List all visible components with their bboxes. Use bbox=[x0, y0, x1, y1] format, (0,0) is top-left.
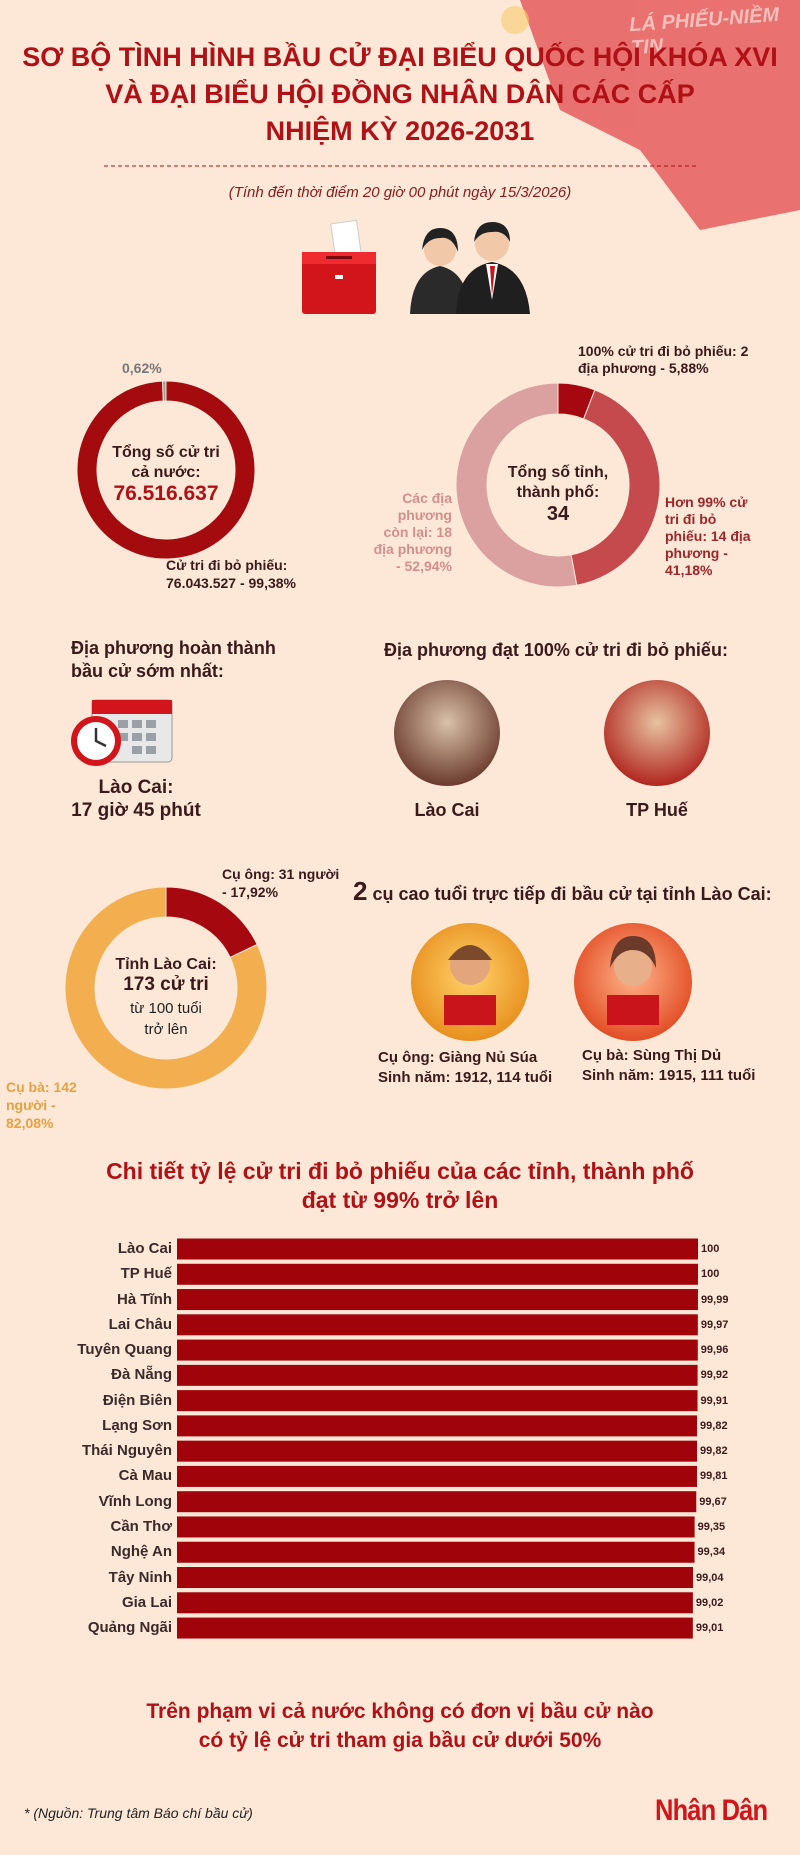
donut-label: 100% cử tri đi bỏ phiếu: 2 địa phương - … bbox=[578, 343, 749, 376]
bar-chart-title: Chi tiết tỷ lệ cử tri đi bỏ phiếu của cá… bbox=[106, 1158, 694, 1184]
value-label: 99,82 bbox=[700, 1419, 728, 1432]
donut-label: Hơn 99% cử tri đi bỏ phiếu: 14 địa phươn… bbox=[665, 494, 751, 578]
category-label: Lạng Sơn bbox=[102, 1416, 172, 1434]
bar bbox=[177, 1238, 698, 1260]
category-label: Tây Ninh bbox=[108, 1568, 172, 1586]
donut-center-label: Tổng số tỉnh, thành phố: bbox=[507, 464, 609, 501]
category-label: Vĩnh Long bbox=[98, 1492, 172, 1510]
bar bbox=[177, 1592, 693, 1614]
conclusion-line: có tỷ lệ cử tri tham gia bầu cử dưới 50% bbox=[198, 1729, 602, 1752]
bar bbox=[177, 1491, 697, 1513]
bar bbox=[177, 1567, 693, 1589]
bar bbox=[177, 1541, 695, 1563]
donut-segment bbox=[455, 382, 578, 588]
bar bbox=[177, 1415, 698, 1437]
elder-woman-illustration bbox=[574, 923, 692, 1041]
value-label: 99,04 bbox=[695, 1571, 724, 1584]
value-label: 99,99 bbox=[700, 1293, 729, 1306]
donut-center-value: 76.516.637 bbox=[113, 482, 219, 505]
donut-segment bbox=[64, 886, 268, 1090]
donut-label: 0,62% bbox=[122, 360, 162, 376]
value-label: 99,82 bbox=[700, 1445, 728, 1458]
category-label: Gia Lai bbox=[121, 1593, 172, 1611]
elder-man-illustration bbox=[411, 923, 529, 1041]
value-label: 99,97 bbox=[700, 1318, 729, 1331]
ballot-icon bbox=[302, 219, 376, 314]
donut-segment bbox=[570, 389, 661, 586]
donut-center-value: 34 bbox=[546, 503, 570, 525]
value-label: 99,91 bbox=[700, 1394, 729, 1407]
donut-center-label: từ 100 tuổi trở lên bbox=[130, 1000, 202, 1038]
category-label: Thái Nguyên bbox=[81, 1442, 172, 1460]
title-line: VÀ ĐẠI BIỂU HỘI ĐỒNG NHÂN DÂN CÁC CẤP bbox=[105, 79, 695, 109]
donut-label: Cụ ông: 31 người - 17,92% bbox=[222, 866, 340, 900]
bar bbox=[177, 1390, 698, 1412]
value-label: 99,01 bbox=[695, 1622, 724, 1635]
category-label: Cà Mau bbox=[118, 1467, 172, 1485]
category-label: Điện Biên bbox=[102, 1391, 172, 1409]
donut-segment bbox=[162, 380, 167, 402]
category-label: Quảng Ngãi bbox=[87, 1619, 172, 1637]
category-label: Đà Nẵng bbox=[111, 1366, 172, 1384]
conclusion-line: Trên phạm vi cả nước không có đơn vị bầu… bbox=[146, 1700, 654, 1723]
place-name: Lào Cai: bbox=[98, 777, 174, 798]
value-label: 100 bbox=[701, 1243, 720, 1255]
bar bbox=[177, 1516, 695, 1538]
donut-label: Các địa phương còn lại: 18 địa phương - … bbox=[373, 490, 452, 574]
category-label: TP Huế bbox=[120, 1265, 172, 1283]
category-label: Lai Châu bbox=[108, 1315, 172, 1333]
bar bbox=[177, 1339, 698, 1361]
value-label: 99,34 bbox=[697, 1546, 726, 1559]
bar bbox=[177, 1440, 698, 1462]
value-label: 99,81 bbox=[700, 1470, 728, 1483]
place-name: Lào Cai bbox=[414, 800, 480, 820]
donut-label: Cử tri đi bỏ phiếu: 76.043.527 - 99,38% bbox=[166, 557, 296, 591]
place-time: 17 giờ 45 phút bbox=[71, 800, 201, 821]
value-label: 100 bbox=[701, 1268, 720, 1281]
source-note: * (Nguồn: Trung tâm Báo chí bầu cử) bbox=[24, 1805, 253, 1821]
bar bbox=[177, 1617, 693, 1639]
subtitle: (Tính đến thời điểm 20 giờ 00 phút ngày … bbox=[228, 184, 572, 201]
person-name: Cụ ông: Giàng Nủ Súa bbox=[378, 1049, 538, 1066]
section-heading: Địa phương hoàn thành bầu cử sớm nhất: bbox=[71, 638, 276, 681]
donut-center-value: 173 cử tri bbox=[123, 974, 209, 995]
category-label: Cần Thơ bbox=[110, 1517, 173, 1535]
section-heading: Địa phương đạt 100% cử tri đi bỏ phiếu: bbox=[384, 640, 728, 660]
value-label: 99,02 bbox=[695, 1596, 724, 1609]
bar-chart-title: đạt từ 99% trở lên bbox=[301, 1187, 499, 1213]
bar bbox=[177, 1263, 698, 1285]
bar bbox=[177, 1289, 698, 1311]
bar bbox=[177, 1465, 698, 1487]
value-label: 99,67 bbox=[699, 1495, 727, 1508]
photo-lao-cai bbox=[394, 680, 500, 786]
value-label: 99,92 bbox=[700, 1369, 729, 1382]
value-label: 99,96 bbox=[700, 1344, 729, 1357]
person-born: Sinh năm: 1912, 114 tuổi bbox=[378, 1069, 553, 1086]
person-name: Cụ bà: Sùng Thị Dủ bbox=[582, 1047, 722, 1064]
title-line: SƠ BỘ TÌNH HÌNH BẦU CỬ ĐẠI BIỂU QUỐC HỘI… bbox=[22, 42, 778, 72]
donut-segment bbox=[76, 380, 256, 560]
category-label: Nghệ An bbox=[110, 1543, 172, 1561]
person-born: Sinh năm: 1915, 111 tuổi bbox=[582, 1067, 756, 1084]
candidates-icon bbox=[410, 222, 530, 314]
donut-label: Cụ bà: 142 người - 82,08% bbox=[6, 1079, 77, 1131]
donut-center-label: Tỉnh Lào Cai: bbox=[115, 956, 217, 973]
category-label: Hà Tĩnh bbox=[117, 1290, 172, 1308]
banner-decoration bbox=[501, 0, 800, 230]
place-name: TP Huế bbox=[626, 800, 688, 820]
donut-center-label: Tổng số cử tri cả nước: bbox=[112, 444, 220, 481]
value-label: 99,35 bbox=[697, 1520, 726, 1533]
section-heading: 2 cụ cao tuổi trực tiếp đi bầu cử tại tỉ… bbox=[353, 876, 772, 906]
category-label: Tuyên Quang bbox=[77, 1341, 172, 1359]
photo-hue bbox=[604, 680, 710, 786]
logo: Nhân Dân bbox=[655, 1794, 768, 1827]
bar bbox=[177, 1314, 698, 1336]
category-label: Lào Cai bbox=[117, 1240, 172, 1257]
calendar-icon bbox=[71, 699, 173, 766]
title-line: NHIỆM KỲ 2026-2031 bbox=[265, 116, 535, 146]
bar bbox=[177, 1364, 698, 1386]
